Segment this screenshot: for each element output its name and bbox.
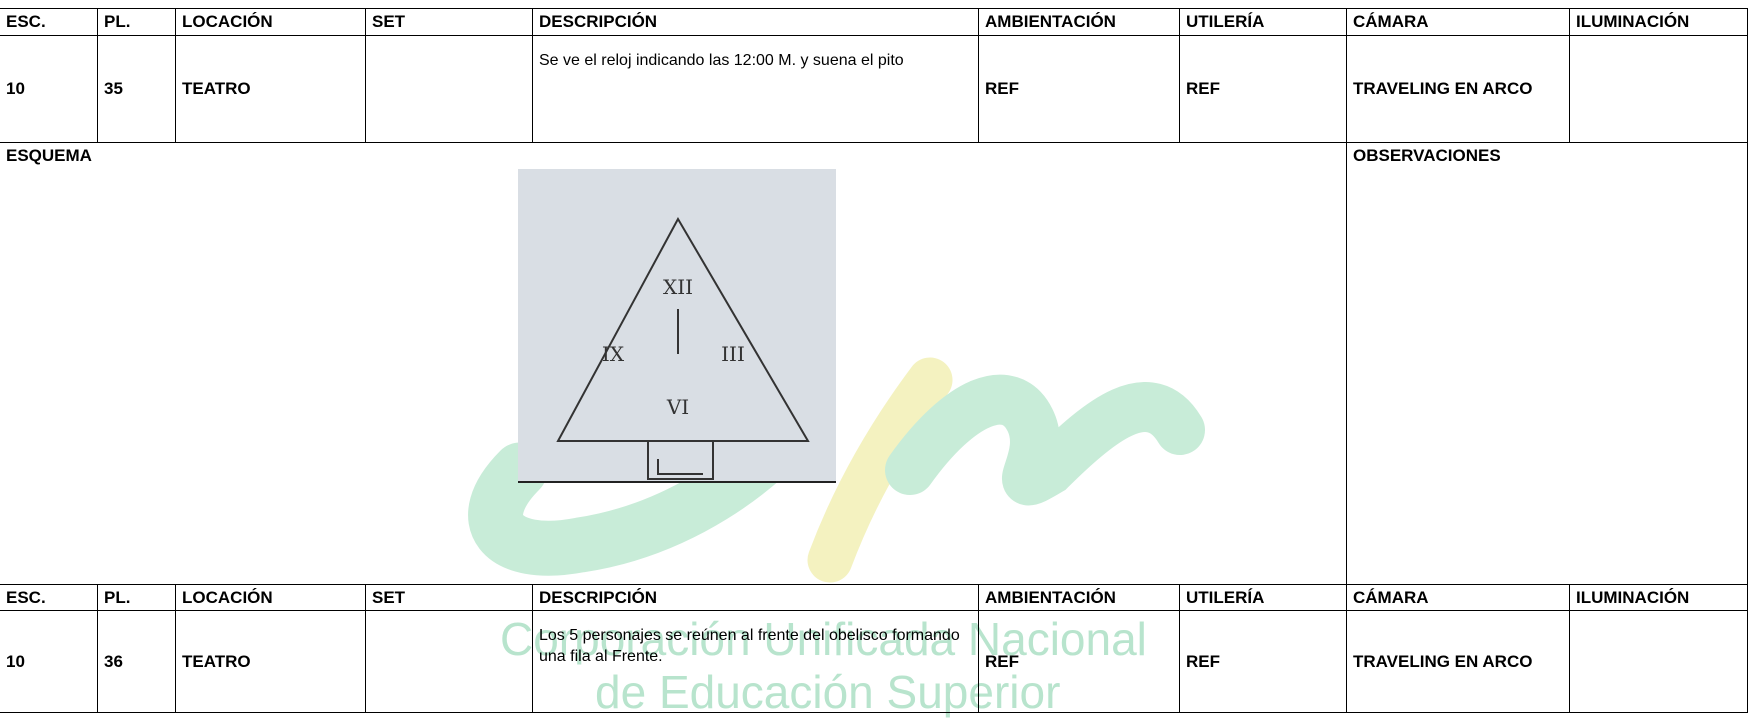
column-header: LOCACIÓN [176,585,366,611]
cell-value [366,36,533,143]
column-header: PL. [98,9,176,36]
column-header: CÁMARA [1347,585,1570,611]
cell-value [1570,611,1748,713]
column-header: DESCRIPCIÓN [533,9,979,36]
column-header: PL. [98,585,176,611]
sketch-label: IX [602,342,625,366]
cell-value: REF [1180,611,1347,713]
cell-value: 35 [98,36,176,143]
sketch-label: VI [666,395,689,419]
cell-value: TRAVELING EN ARCO [1347,36,1570,143]
description: Se ve el reloj indicando las 12:00 M. y … [533,36,979,143]
column-header: LOCACIÓN [176,9,366,36]
column-header: ILUMINACIÓN [1570,585,1748,611]
watermark-text: de Educación Superior [595,666,1061,718]
cell-value: TEATRO [176,611,366,713]
column-header: ESC. [0,9,98,36]
cell-value: TRAVELING EN ARCO [1347,611,1570,713]
column-header: SET [366,9,533,36]
cell-value: REF [979,36,1180,143]
cell-value: REF [979,611,1180,713]
column-header: AMBIENTACIÓN [979,9,1180,36]
sketch: XII IX III VI [518,169,836,483]
column-header: SET [366,585,533,611]
sketch-label: XII [663,275,693,299]
column-header: DESCRIPCIÓN [533,585,979,611]
column-header: ILUMINACIÓN [1570,9,1748,36]
description: Los 5 personajes se reúnen al frente del… [533,611,979,713]
cell-value [366,611,533,713]
column-header: ESC. [0,585,98,611]
watermark-text: Corporación Unificada Nacional [500,613,1147,665]
cell-value: 10 [0,36,98,143]
cell-value: 36 [98,611,176,713]
cell-value: TEATRO [176,36,366,143]
observations-label: OBSERVACIONES [1347,143,1748,585]
column-header: UTILERÍA [1180,9,1347,36]
top-border [0,8,1748,9]
column-header: CÁMARA [1347,9,1570,36]
column-header: AMBIENTACIÓN [979,585,1180,611]
cell-value [1570,36,1748,143]
column-header: UTILERÍA [1180,585,1347,611]
schema-label: ESQUEMA [0,143,1347,585]
cell-value: REF [1180,36,1347,143]
sketch-label: III [721,342,745,366]
cell-value: 10 [0,611,98,713]
